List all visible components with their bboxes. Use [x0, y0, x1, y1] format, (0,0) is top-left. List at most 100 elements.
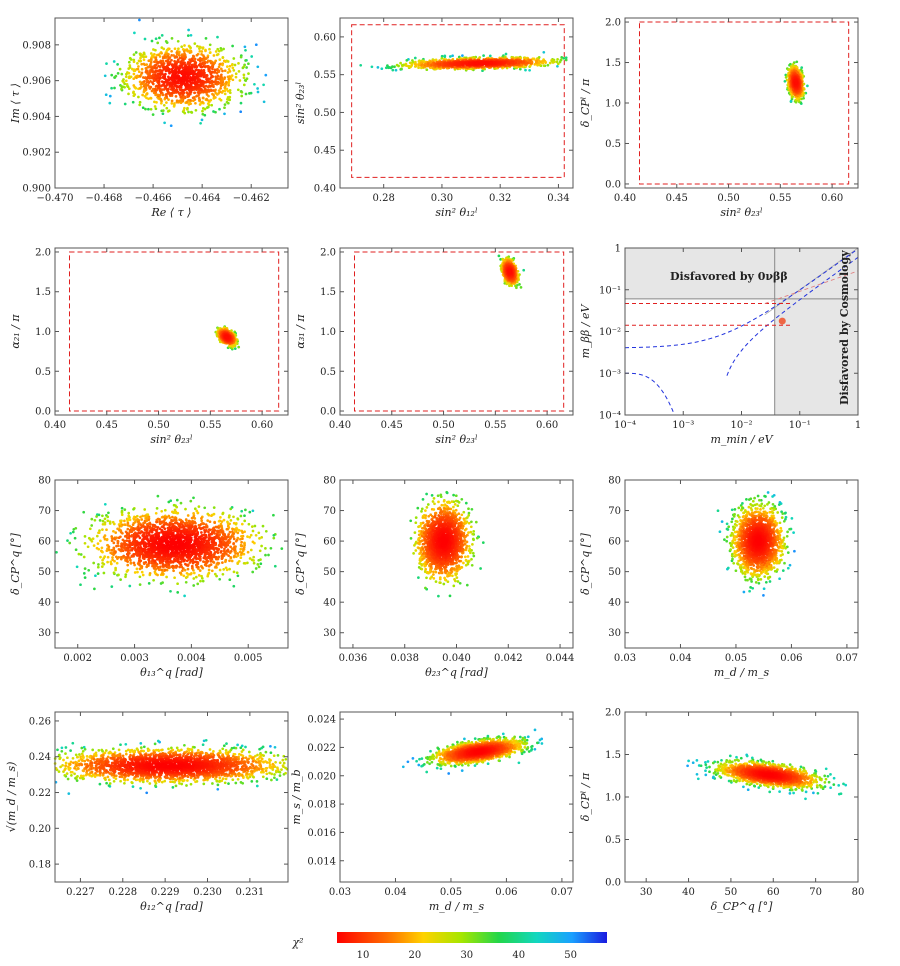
scatter-point: [386, 64, 389, 67]
scatter-point: [224, 88, 227, 92]
scatter-point: [177, 71, 180, 75]
scatter-point: [272, 513, 275, 517]
scatter-point: [156, 494, 160, 498]
scatter-point: [556, 57, 559, 61]
scatter-point: [201, 579, 205, 583]
scatter-point: [166, 60, 170, 64]
scatter-point: [221, 572, 225, 576]
x-tick-label: 1: [855, 420, 861, 431]
scatter-point: [258, 549, 262, 553]
scatter-point: [228, 578, 232, 582]
scatter-point: [154, 511, 158, 515]
scatter-point: [127, 87, 131, 91]
scatter-point: [210, 569, 214, 573]
scatter-point: [183, 594, 186, 598]
scatter-point: [170, 99, 174, 103]
scatter-point: [83, 576, 87, 579]
scatter-point: [167, 63, 171, 67]
scatter-point: [239, 89, 243, 93]
scatter-point: [241, 66, 245, 70]
scatter-point: [69, 531, 72, 535]
scatter-point: [182, 574, 186, 578]
scatter-point: [223, 103, 227, 106]
scatter-point: [143, 508, 147, 511]
plot-frame: [339, 247, 574, 416]
scatter-point: [165, 101, 168, 104]
scatter-point: [181, 66, 184, 69]
y-tick-label: 0.902: [22, 148, 51, 159]
scatter-point: [90, 524, 94, 527]
scatter-point: [138, 103, 142, 107]
scatter-point: [149, 52, 153, 55]
x-tick-label: −0.464: [184, 193, 221, 204]
scatter-point: [137, 95, 140, 99]
scatter-point: [144, 55, 148, 59]
scatter-point: [184, 580, 188, 584]
scatter-point: [189, 110, 193, 114]
scatter-point: [113, 86, 116, 90]
scatter-point: [199, 65, 203, 69]
scatter-point: [161, 69, 164, 72]
x-tick-label: 0.50: [432, 420, 454, 431]
scatter-point: [214, 77, 218, 81]
scatter-point: [132, 53, 136, 56]
scatter-point: [143, 94, 147, 98]
scatter-point: [99, 555, 102, 559]
scatter-point: [170, 49, 173, 53]
scatter-point: [201, 109, 204, 113]
scatter-point: [223, 69, 227, 73]
scatter-point: [103, 522, 107, 526]
scatter-point: [154, 70, 157, 74]
scatter-point: [132, 77, 136, 81]
y-tick-label: 0.900: [22, 184, 51, 195]
scatter-point: [228, 70, 232, 73]
scatter-point: [440, 54, 444, 58]
scatter-point: [195, 94, 199, 98]
scatter-point: [257, 558, 261, 562]
y-tick-label: 10⁻¹: [599, 285, 621, 296]
scatter-point: [461, 62, 465, 65]
scatter-point: [248, 510, 252, 514]
scatter-point: [223, 112, 226, 116]
scatter-point: [253, 82, 256, 86]
scatter-point: [252, 555, 256, 559]
scatter-point: [105, 62, 108, 65]
scatter-point: [228, 64, 232, 68]
scatter-point: [133, 31, 136, 35]
scatter-point: [144, 83, 147, 86]
scatter-point: [210, 514, 213, 518]
scatter-point: [188, 77, 192, 80]
scatter-point: [193, 57, 197, 61]
y-axis-label: α₂₁ / π: [9, 314, 22, 349]
scatter-point: [167, 87, 170, 91]
scatter-point: [384, 66, 388, 70]
x-axis-label: sin² θ₁₂ˡ: [435, 206, 477, 219]
scatter-point: [243, 514, 246, 518]
scatter-point: [73, 536, 77, 540]
panel-p2: 0.28 0.30 0.32 0.340.400.450.500.550.60sin²…: [294, 17, 574, 219]
scatter-point: [126, 519, 129, 523]
scatter-point: [273, 564, 277, 568]
scatter-point: [201, 112, 205, 116]
scatter-point: [162, 103, 166, 107]
x-tick-label: 0.45: [381, 420, 403, 431]
scatter-point: [226, 71, 230, 74]
scatter-point: [239, 556, 243, 560]
scatter-point: [145, 92, 149, 95]
x-tick-label: 0.32: [489, 193, 511, 204]
scatter-point: [149, 85, 153, 89]
scatter-point: [558, 60, 562, 64]
scatter-point: [400, 67, 403, 71]
scatter-point: [154, 37, 158, 41]
scatter-point: [201, 107, 205, 110]
scatter-point: [388, 66, 392, 69]
scatter-point: [280, 547, 284, 550]
scatter-point: [232, 57, 236, 60]
scatter-point: [794, 81, 798, 85]
scatter-point: [256, 563, 260, 566]
scatter-point: [226, 96, 230, 99]
scatter-point: [223, 85, 227, 88]
scatter-point: [83, 541, 87, 545]
scatter-point: [137, 65, 140, 68]
scatter-point: [161, 56, 165, 60]
